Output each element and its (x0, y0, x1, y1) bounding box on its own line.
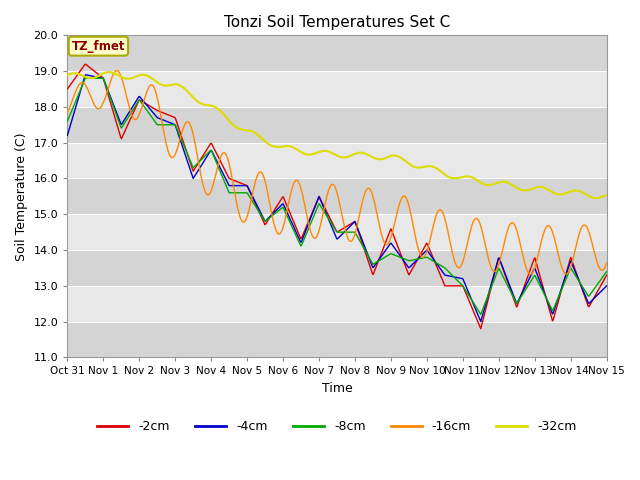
Bar (67, 214, 607, 250)
Y-axis label: Soil Temperature (C): Soil Temperature (C) (15, 132, 28, 261)
X-axis label: Time: Time (322, 382, 353, 395)
Title: Tonzi Soil Temperatures Set C: Tonzi Soil Temperatures Set C (224, 15, 450, 30)
Bar (67, 36, 607, 71)
Legend: -2cm, -4cm, -8cm, -16cm, -32cm: -2cm, -4cm, -8cm, -16cm, -32cm (92, 415, 582, 438)
Bar (67, 107, 607, 143)
Bar (67, 143, 607, 179)
Bar (67, 250, 607, 286)
Bar (67, 322, 607, 358)
Text: TZ_fmet: TZ_fmet (72, 40, 125, 53)
Bar (67, 71, 607, 107)
Bar (67, 286, 607, 322)
Bar (67, 179, 607, 214)
